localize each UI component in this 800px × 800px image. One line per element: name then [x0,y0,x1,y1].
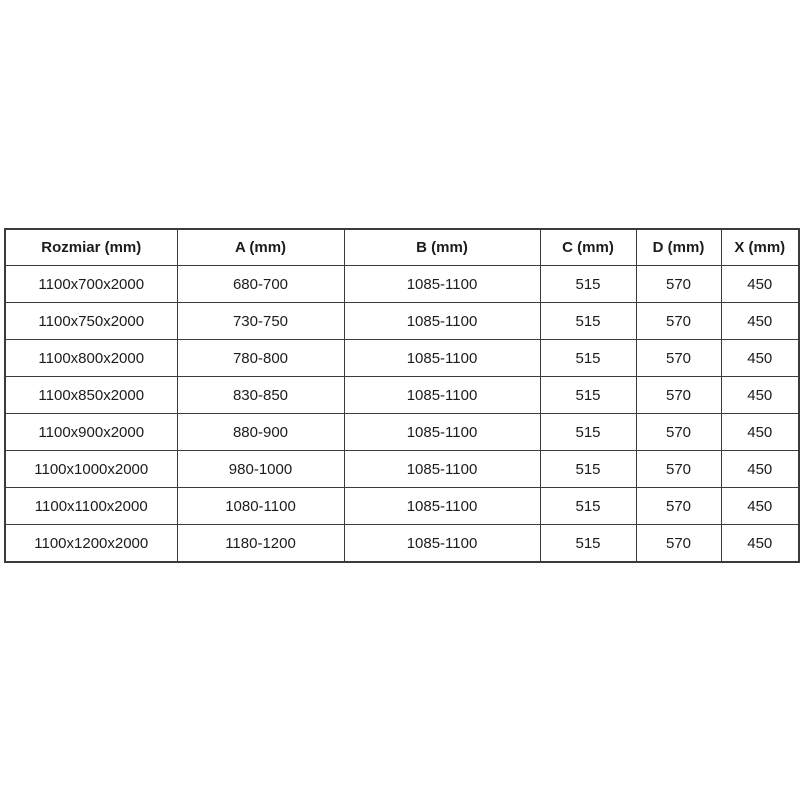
header-row: Rozmiar (mm) A (mm) B (mm) C (mm) D (mm)… [4,228,800,266]
table-cell: 830-850 [176,376,345,414]
table-cell: 1080-1100 [176,487,345,525]
table-cell: 570 [635,450,722,488]
table-cell: 515 [539,524,637,563]
table-row: 1100x1200x2000 1180-1200 1085-1100 515 570 45… [4,524,800,563]
table-cell: 570 [635,265,722,303]
table-row: 1100x850x2000 830-850 1085-1100 515 570 450 [4,376,800,414]
table-cell: 1100x700x2000 [4,265,178,303]
table-cell: 570 [635,376,722,414]
table-cell: 1180-1200 [176,524,345,563]
table-cell: 515 [539,302,637,340]
table-cell: 570 [635,524,722,563]
table-cell: 1085-1100 [343,413,541,451]
table-cell: 450 [720,524,800,563]
table-cell: 1085-1100 [343,487,541,525]
column-header-b: B (mm) [343,228,541,266]
table-cell: 1085-1100 [343,376,541,414]
column-header-rozmiar: Rozmiar (mm) [4,228,178,266]
table-cell: 1100x1000x2000 [4,450,178,488]
table-cell: 780-800 [176,339,345,377]
table-cell: 1085-1100 [343,450,541,488]
table-cell: 515 [539,265,637,303]
column-header-x: X (mm) [720,228,800,266]
table-cell: 1085-1100 [343,265,541,303]
table-cell: 570 [635,302,722,340]
table-cell: 1100x800x2000 [4,339,178,377]
table-cell: 515 [539,450,637,488]
table-cell: 450 [720,265,800,303]
column-header-a: A (mm) [176,228,345,266]
table-cell: 515 [539,339,637,377]
table-cell: 450 [720,376,800,414]
table-cell: 880-900 [176,413,345,451]
table-cell: 1085-1100 [343,302,541,340]
column-header-d: D (mm) [635,228,722,266]
table-row: 1100x800x2000 780-800 1085-1100 515 570 450 [4,339,800,377]
table-cell: 450 [720,487,800,525]
table-row: 1100x900x2000 880-900 1085-1100 515 570 450 [4,413,800,451]
table-cell: 450 [720,450,800,488]
table-cell: 1085-1100 [343,339,541,377]
table-cell: 1100x1200x2000 [4,524,178,563]
table-row: 1100x750x2000 730-750 1085-1100 515 570 450 [4,302,800,340]
table-body: 1100x700x2000 680-700 1085-1100 515 570 450 11… [4,265,800,563]
table-cell: 570 [635,487,722,525]
table-cell: 1100x850x2000 [4,376,178,414]
table-cell: 570 [635,339,722,377]
table-cell: 1100x900x2000 [4,413,178,451]
table-cell: 980-1000 [176,450,345,488]
table-cell: 450 [720,302,800,340]
column-header-c: C (mm) [539,228,637,266]
table-cell: 1100x750x2000 [4,302,178,340]
table-cell: 1100x1100x2000 [4,487,178,525]
table-cell: 680-700 [176,265,345,303]
table-cell: 515 [539,413,637,451]
table-cell: 570 [635,413,722,451]
table-cell: 450 [720,339,800,377]
table-cell: 515 [539,487,637,525]
table-row: 1100x700x2000 680-700 1085-1100 515 570 450 [4,265,800,303]
table-row: 1100x1000x2000 980-1000 1085-1100 515 570 450 [4,450,800,488]
table-cell: 515 [539,376,637,414]
table-cell: 730-750 [176,302,345,340]
table-cell: 450 [720,413,800,451]
table-cell: 1085-1100 [343,524,541,563]
table-row: 1100x1100x2000 1080-1100 1085-1100 515 570 45… [4,487,800,525]
size-spec-table: Rozmiar (mm) A (mm) B (mm) C (mm) D (mm)… [4,228,800,563]
